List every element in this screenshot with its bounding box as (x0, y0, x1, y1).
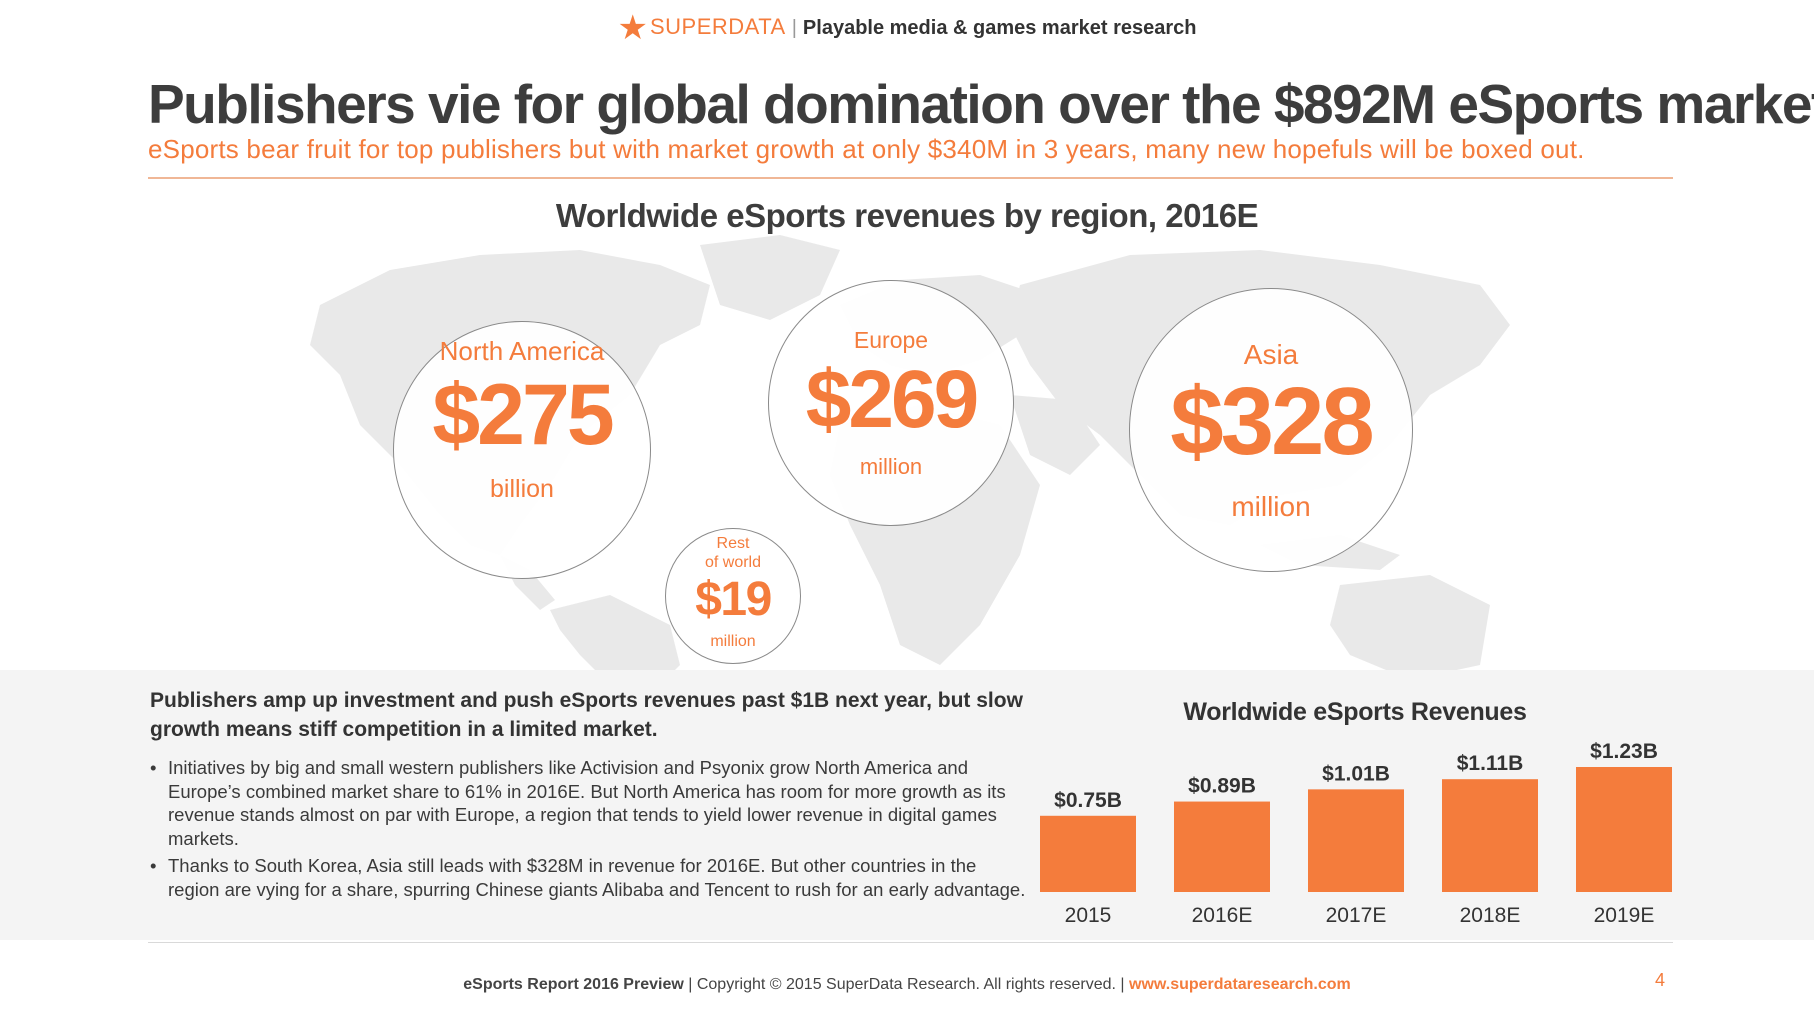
page-subtitle: eSports bear fruit for top publishers bu… (148, 134, 1585, 164)
page-title: Publishers vie for global domination ove… (148, 73, 1814, 135)
bullet-item: Initiatives by big and small western pub… (150, 756, 1030, 850)
brand-tagline: Playable media & games market research (802, 17, 1197, 39)
x-tick-label: 2018E (1460, 904, 1521, 927)
brand-header: ★SUPERDATA | Playable media & games market… (0, 8, 1814, 48)
region-unit: million (1231, 491, 1311, 522)
region-unit: million (710, 633, 756, 650)
x-tick-label: 2015 (1065, 904, 1112, 927)
region-unit: million (859, 454, 923, 479)
x-tick-label: 2016E (1192, 904, 1253, 927)
bar-data-label: $1.01B (1322, 762, 1390, 785)
footer: eSports Report 2016 Preview | Copyright … (0, 976, 1814, 994)
region-value: $328 (1170, 368, 1375, 475)
region-label: Asia (1243, 339, 1299, 370)
map-australia (1330, 575, 1490, 680)
bubble-north-america: North America $275 billion (393, 321, 651, 579)
bubble-asia: Asia $328 million (1129, 288, 1413, 572)
revenue-bar-chart: $0.75B 2015 $0.89B 2016E $1.01B 2017E $1.11B 20… (1040, 740, 1672, 927)
page-number: 4 (1655, 970, 1666, 990)
footer-report-name: eSports Report 2016 Preview (463, 976, 684, 993)
title-divider (148, 177, 1673, 179)
lower-heading: Publishers amp up investment and push eS… (150, 689, 1023, 741)
bar-2017E (1308, 789, 1404, 892)
bar-data-label: $1.11B (1457, 752, 1524, 775)
region-unit: billion (490, 475, 554, 503)
bullet-list: Initiatives by big and small western pub… (150, 756, 1030, 905)
x-tick-label: 2017E (1326, 904, 1387, 927)
footer-divider (148, 942, 1673, 943)
region-value: $275 (432, 367, 614, 463)
footer-copyright: | Copyright © 2015 SuperData Research. A… (688, 976, 1125, 993)
bullet-item: Thanks to South Korea, Asia still leads … (150, 854, 1030, 901)
bubble-rest-of-world: Rest of world $19 million (665, 528, 801, 664)
bubble-europe: Europe $269 million (768, 280, 1014, 526)
bar-data-label: $1.23B (1590, 740, 1658, 763)
footer-url-link[interactable]: www.superdataresearch.com (1129, 976, 1351, 993)
star-icon: ★ (617, 9, 648, 47)
bar-data-label: $0.75B (1054, 789, 1122, 812)
bar-data-label: $0.89B (1188, 775, 1256, 798)
region-label: North America (439, 336, 605, 366)
bar-2016E (1174, 801, 1270, 892)
brand-logo-text: SUPERDATA (650, 14, 786, 39)
bar-2018E (1442, 779, 1538, 892)
map-middle-east (1010, 395, 1100, 475)
region-value: $19 (695, 573, 772, 626)
brand-separator: | (791, 17, 797, 39)
map-chart-title: Worldwide eSports revenues by region, 20… (555, 197, 1259, 234)
bar-2015 (1040, 815, 1136, 892)
bar-2019E (1576, 767, 1672, 892)
region-label-line2: of world (704, 554, 762, 571)
region-label: Europe (853, 327, 929, 353)
bar-chart-title: Worldwide eSports Revenues (1183, 698, 1527, 726)
region-label-line1: Rest (716, 535, 750, 552)
map-south-america (550, 595, 680, 685)
x-tick-label: 2019E (1594, 904, 1655, 927)
map-greenland (700, 235, 840, 320)
region-value: $269 (805, 354, 979, 445)
